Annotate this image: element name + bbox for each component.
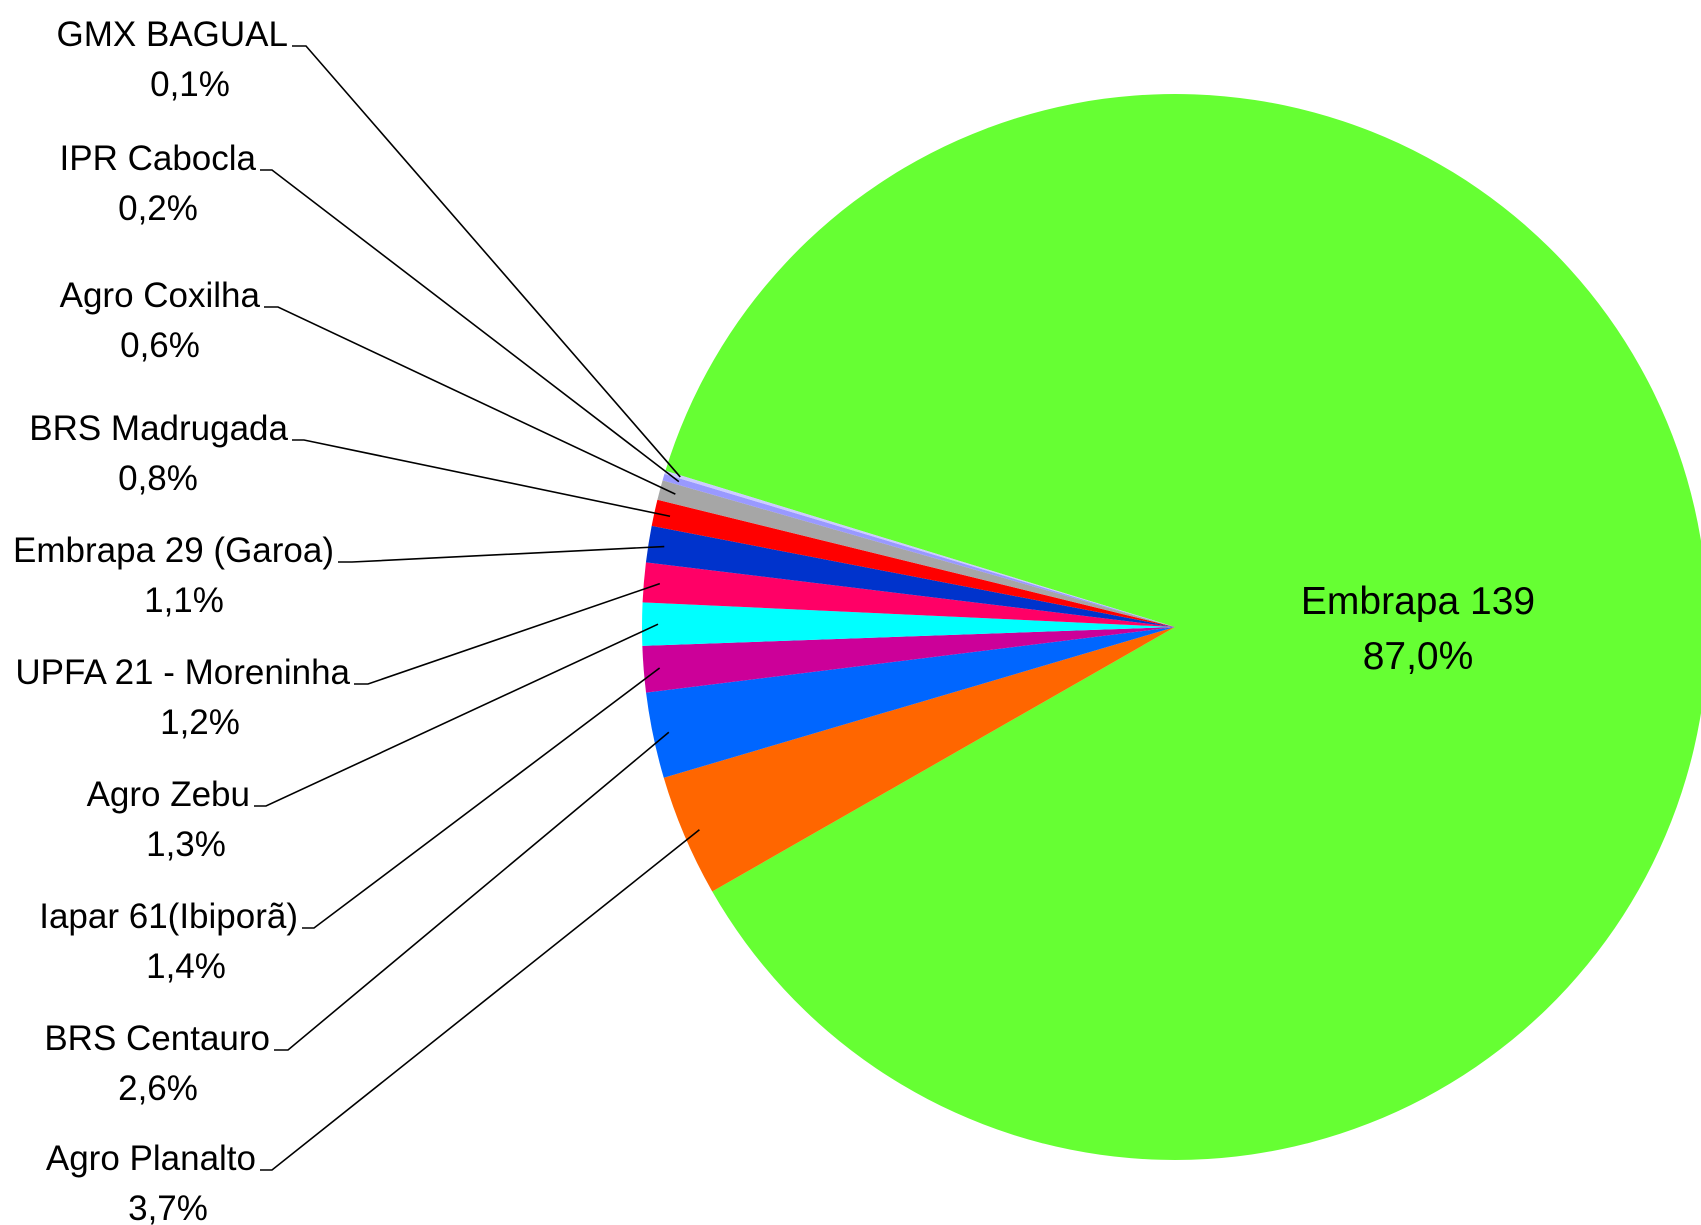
leader-line-agro-planalto bbox=[260, 829, 700, 1171]
pie-slice-upfa-21-moreninha bbox=[642, 562, 1175, 627]
leader-line-iapar-61-ibipor bbox=[302, 667, 661, 929]
leader-line-brs-madrugada bbox=[292, 439, 671, 518]
leader-line-embrapa-29-garoa bbox=[338, 545, 665, 563]
slice-label-gmx-bagual: GMX BAGUAL bbox=[57, 15, 288, 54]
slice-value-agro-planalto: 3,7% bbox=[128, 1189, 208, 1225]
slice-value-embrapa-29-garoa: 1,1% bbox=[144, 581, 224, 620]
leader-line-upfa-21-moreninha bbox=[354, 582, 661, 685]
pie-slice-embrapa-139 bbox=[665, 94, 1701, 1160]
leader-lines bbox=[254, 45, 700, 1171]
slice-label-agro-coxilha: Agro Coxilha bbox=[60, 276, 261, 315]
pie-slice-brs-madrugada bbox=[651, 499, 1175, 627]
slice-label-embrapa-139: Embrapa 139 bbox=[1301, 580, 1535, 623]
pie-slice-embrapa-29-garoa bbox=[645, 525, 1175, 627]
slice-value-iapar-61-ibipora: 1,4% bbox=[146, 947, 226, 986]
slice-label-embrapa-29-garoa: Embrapa 29 (Garoa) bbox=[13, 531, 334, 570]
leader-line-brs-centauro bbox=[274, 731, 670, 1051]
pie-slice-gmx-bagual bbox=[664, 470, 1175, 627]
slice-value-brs-madrugada: 0,8% bbox=[118, 459, 198, 498]
slice-label-agro-zebu: Agro Zebu bbox=[87, 775, 250, 814]
slice-label-iapar-61-ibipora: Iapar 61(Ibiporã) bbox=[39, 897, 298, 936]
pie-slice-agro-zebu bbox=[641, 602, 1175, 646]
slice-label-brs-centauro: BRS Centauro bbox=[44, 1019, 270, 1058]
slice-label-brs-madrugada: BRS Madrugada bbox=[29, 409, 288, 448]
slice-value-brs-centauro: 2,6% bbox=[118, 1069, 198, 1108]
slice-value-gmx-bagual: 0,1% bbox=[150, 65, 230, 104]
slice-label-ipr-cabocla: IPR Cabocla bbox=[60, 139, 257, 178]
slice-value-embrapa-139: 87,0% bbox=[1363, 635, 1474, 678]
pie-slice-agro-coxilha bbox=[657, 480, 1175, 627]
leader-line-agro-zebu bbox=[254, 623, 659, 807]
slice-value-agro-zebu: 1,3% bbox=[146, 825, 226, 864]
leader-line-gmx-bagual bbox=[292, 45, 681, 478]
slice-value-ipr-cabocla: 0,2% bbox=[118, 189, 198, 228]
pie-slices bbox=[641, 94, 1701, 1160]
leader-line-ipr-cabocla bbox=[260, 169, 680, 483]
slice-value-upfa-21-moreninha: 1,2% bbox=[160, 703, 240, 742]
pie-slice-iapar-61-ibipor bbox=[642, 627, 1175, 693]
slice-label-agro-planalto: Agro Planalto bbox=[46, 1139, 256, 1178]
slice-label-upfa-21-moreninha: UPFA 21 - Moreninha bbox=[15, 653, 350, 692]
slice-value-agro-coxilha: 0,6% bbox=[120, 326, 200, 365]
pie-slice-ipr-cabocla bbox=[662, 473, 1175, 627]
pie-slice-brs-centauro bbox=[646, 627, 1175, 778]
leader-line-agro-coxilha bbox=[264, 306, 676, 495]
pie-slice-agro-planalto bbox=[663, 627, 1175, 892]
